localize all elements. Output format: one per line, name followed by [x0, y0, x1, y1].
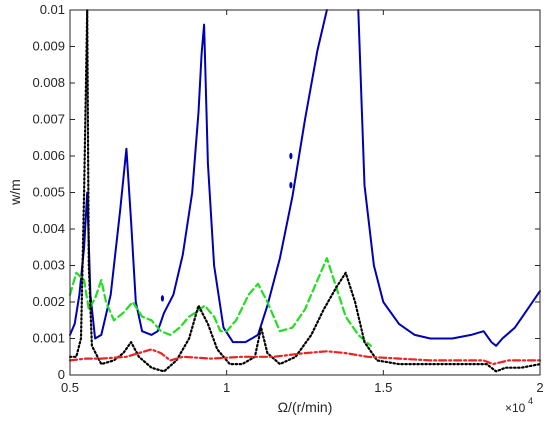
y-tick-label: 0.007 — [32, 112, 65, 127]
y-tick-label: 0.009 — [32, 39, 65, 54]
plot-background — [70, 10, 540, 375]
y-axis-label: w/m — [7, 179, 23, 206]
x-exponent-power: 4 — [528, 396, 533, 406]
y-tick-label: 0.006 — [32, 148, 65, 163]
x-tick-label: 0.5 — [61, 380, 79, 395]
series-layer — [68, 8, 542, 373]
y-tick-label: 0.004 — [32, 221, 65, 236]
series-point — [289, 152, 293, 160]
y-tick-label: 0.002 — [32, 294, 65, 309]
y-tick-label: 0.005 — [32, 185, 65, 200]
x-axis: 0.5 1 1.5 2 — [61, 10, 544, 395]
x-axis-label: Ω/(r/min) — [278, 399, 333, 415]
series-point — [160, 295, 165, 302]
series-solid-line-segment-2 — [357, 9, 541, 347]
x-tick-label: 1.5 — [374, 380, 392, 395]
y-axis: 0 0.001 0.002 0.003 0.004 0.005 0.006 0.007 0.00… — [32, 2, 540, 382]
series-dotted-line — [68, 8, 542, 373]
series-dashdot-line — [68, 348, 542, 366]
y-tick-label: 0 — [58, 367, 65, 382]
x-tick-label: 2 — [536, 380, 543, 395]
y-tick-label: 0.008 — [32, 75, 65, 90]
x-tick-label: 1 — [223, 380, 230, 395]
y-tick-label: 0.01 — [40, 2, 65, 17]
x-exponent-label: ×10 — [505, 401, 526, 415]
series-point — [289, 182, 293, 189]
y-tick-label: 0.001 — [32, 331, 65, 346]
y-tick-label: 0.003 — [32, 258, 65, 273]
